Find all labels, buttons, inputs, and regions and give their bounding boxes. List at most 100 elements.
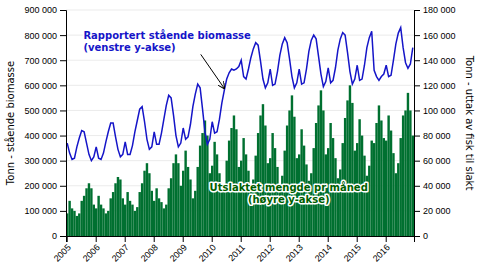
bar [346,100,348,236]
bar [293,117,295,236]
bar [141,183,143,236]
y-tick: 700 000 [24,56,66,66]
x-tick: 2009 [168,236,189,264]
y-tick: 300 000 [24,156,66,166]
annotation: Utslaktet mengde pr måned(høyre y-akse) [210,181,368,205]
bar [122,198,124,236]
y-tick-mark [60,161,66,162]
y-tick-mark [60,110,66,111]
bar [153,201,155,236]
bar [129,201,131,236]
bar [100,205,102,236]
y2-tick-mark [414,211,420,212]
bar [97,196,99,236]
x-tick-mark [270,236,271,242]
y-tick: 900 000 [24,5,66,15]
x-tick-mark [328,236,329,242]
bar [93,205,95,236]
bar [165,205,167,236]
bar [131,205,133,236]
bar [349,85,351,236]
bar [358,119,360,236]
bar [146,163,148,236]
bar [68,201,70,236]
bar [76,216,78,236]
x-tick-mark [299,236,300,242]
bar [412,136,414,236]
x-tick-mark [125,236,126,242]
bar [221,191,223,236]
y2-tick-mark [414,110,420,111]
x-tick: 2011 [226,236,247,263]
y2-tick: 100 000 [414,106,456,116]
line [67,28,413,161]
y-tick: 0 [52,231,66,241]
bar [240,161,242,236]
bar [163,208,165,236]
bar [158,198,160,236]
x-tick-label: 2012 [255,242,276,263]
bar [334,158,336,236]
x-tick: 2008 [139,236,160,264]
grid-line [66,110,414,111]
bar [184,151,186,236]
bar [170,178,172,236]
y2-axis-line [415,11,421,237]
bar [317,105,319,236]
y2-tick-mark [414,85,420,86]
y2-tick-mark [414,186,420,187]
bar [102,208,104,236]
x-tick-mark [357,236,358,242]
y-tick-label: 900 000 [24,5,57,15]
y-tick-mark [60,10,66,11]
bar [402,115,404,236]
x-tick-label: 2006 [81,242,102,263]
annotation-arrow [201,54,225,88]
bar [119,180,121,237]
y2-tick-mark [414,60,420,61]
y2-tick: 40 000 [414,181,451,191]
y-tick-label: 800 000 [24,30,57,40]
bar [73,211,75,236]
annotation-line: (venstre y-akse) [83,42,175,53]
bar [201,133,203,236]
bar-series [66,85,414,236]
bar [409,110,411,236]
x-tick-mark [212,236,213,242]
y2-tick: 160 000 [414,30,456,40]
bar [110,198,112,236]
y-axis-line [60,11,67,237]
x-tick-label: 2007 [110,242,131,263]
y2-tick-label: 180 000 [423,5,456,15]
bar [329,123,331,236]
y-tick-label: 400 000 [24,131,57,141]
y2-tick-mark [414,161,420,162]
bar [136,207,138,236]
y-tick-label: 700 000 [24,56,57,66]
grid [66,10,414,236]
x-tick-label: 2010 [197,242,218,263]
y2-axis: 020 00040 00060 00080 000100 000120 0001… [414,5,456,241]
annotation: Rapportert stående biomasse(venstre y-ak… [83,29,251,53]
y-tick-mark [60,211,66,212]
bar [182,171,184,236]
bar [172,163,174,236]
x-tick: 2007 [110,236,131,264]
x-tick-mark [241,236,242,242]
bar [216,154,218,236]
x-tick-label: 2005 [52,242,73,263]
y-tick: 600 000 [24,81,66,91]
x-tick: 2015 [342,236,363,264]
y2-tick: 180 000 [414,5,456,15]
bar [197,167,199,236]
bar [192,198,194,236]
x-tick-label: 2014 [313,242,334,263]
bar [88,183,90,236]
bar [143,171,145,236]
bar [363,156,365,236]
bar [199,146,201,236]
x-tick-label: 2013 [284,242,305,263]
bar [223,186,225,236]
bar [78,213,80,236]
bar [206,136,208,236]
